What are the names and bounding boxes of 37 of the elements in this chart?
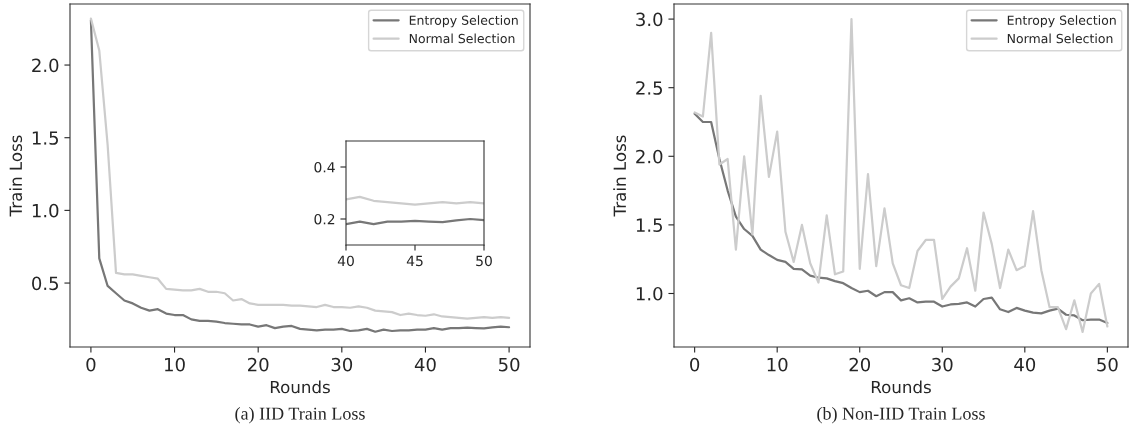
legend-label: Normal Selection bbox=[409, 33, 515, 44]
x-axis-title: Rounds bbox=[871, 380, 931, 394]
x-tick-label: 40 bbox=[414, 357, 436, 372]
y-tick-label: 2.0 bbox=[32, 58, 59, 73]
x-tick-label: 0 bbox=[86, 357, 96, 372]
y-tick-label: 3.0 bbox=[636, 12, 663, 27]
x-tick-label: 30 bbox=[331, 357, 353, 372]
x-tick-label: 10 bbox=[165, 357, 185, 372]
x-axis-title: Rounds bbox=[270, 380, 330, 394]
line-series bbox=[346, 195, 484, 206]
legend-label: Entropy Selection bbox=[1007, 15, 1116, 28]
y-tick-label: 1.5 bbox=[32, 131, 59, 145]
y-tick-label: 2.0 bbox=[636, 149, 663, 164]
y-axis-title: Train Loss bbox=[9, 135, 23, 217]
legend-label: Normal Selection bbox=[1007, 33, 1113, 44]
x-tick-label: 10 bbox=[767, 357, 788, 372]
y-tick-label: 2.5 bbox=[636, 81, 663, 95]
x-tick-label: 50 bbox=[499, 357, 520, 372]
y-tick-label: 0.2 bbox=[314, 213, 335, 225]
x-tick-label: 20 bbox=[849, 357, 871, 372]
y-tick-label: 1.0 bbox=[636, 286, 663, 301]
y-tick-label: 1.0 bbox=[32, 203, 59, 218]
y-tick-label: 0.4 bbox=[314, 161, 335, 173]
y-axis-title: Train Loss bbox=[613, 135, 627, 217]
x-tick-label: 40 bbox=[337, 255, 354, 267]
y-tick-label: 0.5 bbox=[32, 276, 59, 291]
x-tick-label: 20 bbox=[248, 357, 269, 372]
x-tick-label: 0 bbox=[690, 357, 700, 372]
legend-label: Entropy Selection bbox=[409, 15, 518, 28]
x-tick-label: 30 bbox=[932, 357, 953, 372]
x-tick-label: 50 bbox=[1097, 357, 1118, 372]
y-tick-label: 1.5 bbox=[636, 218, 663, 233]
text: (a) IID Train Loss bbox=[235, 407, 365, 424]
x-tick-label: 50 bbox=[476, 255, 492, 267]
x-tick-label: 40 bbox=[1014, 357, 1036, 372]
text: (b) Non-IID Train Loss bbox=[817, 407, 985, 424]
x-tick-label: 45 bbox=[406, 255, 423, 267]
